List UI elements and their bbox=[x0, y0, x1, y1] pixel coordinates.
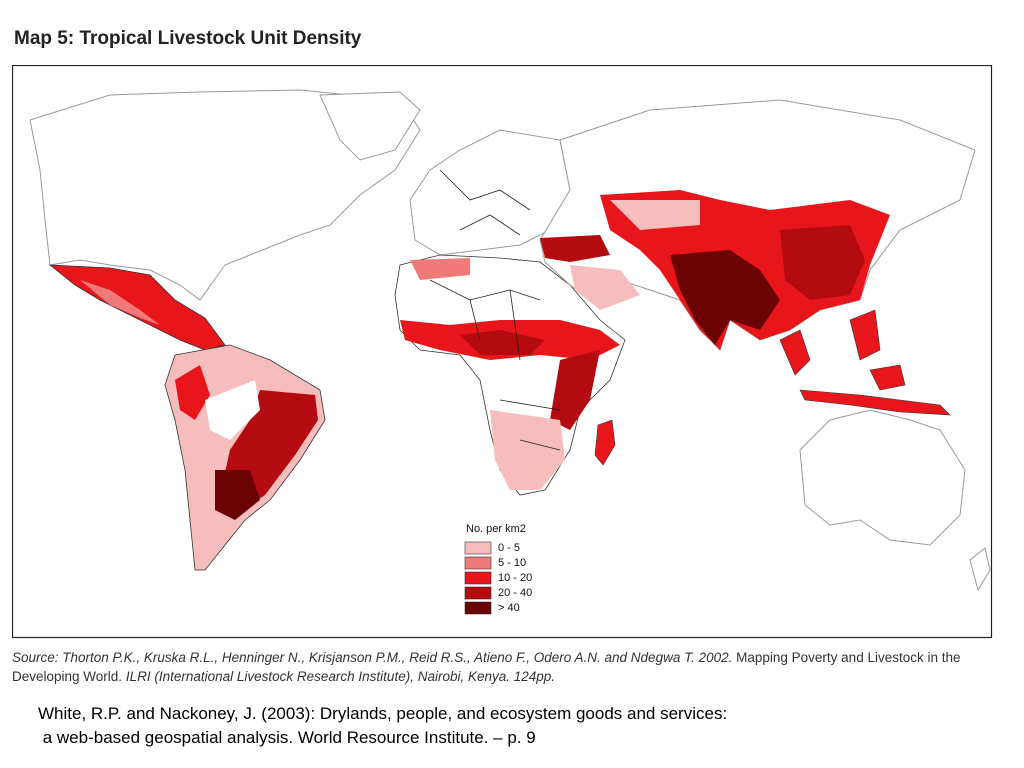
source-note: Source: Thorton P.K., Kruska R.L., Henni… bbox=[12, 648, 992, 686]
map-title: Map 5: Tropical Livestock Unit Density bbox=[14, 28, 362, 49]
continents bbox=[29, 89, 991, 592]
china-dense bbox=[780, 225, 865, 300]
legend-swatch bbox=[464, 571, 492, 585]
central-america-pink bbox=[80, 280, 160, 325]
legend-label: 0 - 5 bbox=[498, 542, 520, 554]
citation-line: a web-based geospatial analysis. World R… bbox=[38, 728, 536, 747]
legend-label: 20 - 40 bbox=[498, 587, 532, 599]
africa-borders bbox=[429, 279, 561, 451]
europe-borders bbox=[439, 169, 531, 236]
greenland bbox=[319, 91, 421, 161]
legend-swatch bbox=[464, 541, 492, 555]
se-asia bbox=[779, 309, 951, 416]
central-asia bbox=[610, 200, 700, 230]
turkey bbox=[540, 235, 610, 262]
pampas bbox=[215, 470, 260, 520]
legend-label: > 40 bbox=[498, 602, 520, 614]
north-africa bbox=[410, 258, 470, 280]
andes-red bbox=[175, 365, 210, 420]
legend-swatch bbox=[464, 586, 492, 600]
citation-line: White, R.P. and Nackoney, J. (2003): Dry… bbox=[38, 704, 728, 723]
north-america bbox=[29, 89, 421, 301]
legend-label: 5 - 10 bbox=[498, 557, 526, 569]
map: No. per km2 0 - 5 5 - 10 10 - 20 20 - 40 > 4… bbox=[12, 65, 993, 639]
australia bbox=[799, 409, 966, 546]
arabia bbox=[570, 265, 640, 310]
citation: White, R.P. and Nackoney, J. (2003): Dry… bbox=[38, 702, 727, 750]
amazon bbox=[205, 380, 260, 440]
source-text: Mapping Poverty and Livestock in the Dev… bbox=[12, 650, 961, 684]
source-text: ILRI (International Livestock Research I… bbox=[125, 669, 556, 684]
legend-swatch bbox=[464, 601, 492, 615]
new-zealand bbox=[969, 547, 991, 592]
southern-africa bbox=[490, 410, 565, 490]
source-text: Source: Thorton P.K., Kruska R.L., Henni… bbox=[12, 650, 733, 665]
east-africa bbox=[550, 350, 600, 430]
madagascar bbox=[594, 419, 616, 466]
legend: 0 - 5 5 - 10 10 - 20 20 - 40 > 40 bbox=[464, 541, 532, 615]
legend-label: 10 - 20 bbox=[498, 572, 532, 584]
legend-title: No. per km2 bbox=[466, 523, 526, 535]
africa bbox=[394, 254, 626, 496]
sahel-dense bbox=[460, 330, 545, 355]
legend-swatch bbox=[464, 556, 492, 570]
india bbox=[670, 250, 780, 345]
